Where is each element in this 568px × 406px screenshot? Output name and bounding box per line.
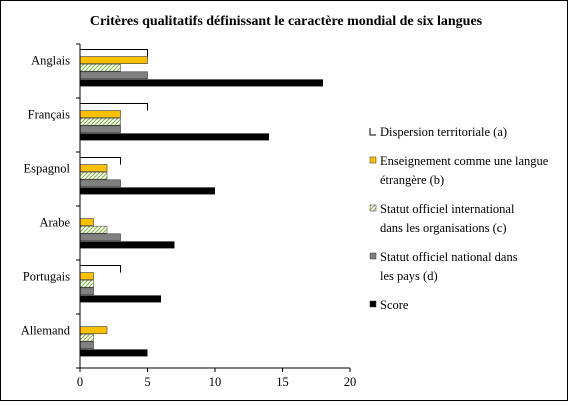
bar-0-1 <box>80 103 148 111</box>
bar-0-4 <box>80 265 121 273</box>
bar-1-1 <box>79 110 121 118</box>
bar-1-0 <box>79 56 148 64</box>
bar-3-0 <box>79 71 148 80</box>
bar-4-3 <box>80 241 175 249</box>
bar-4-0 <box>80 79 323 87</box>
bar-2-1 <box>79 117 121 126</box>
category-label-5: Allemand <box>21 323 71 337</box>
bar-2-5 <box>79 333 94 342</box>
bar-1-3 <box>79 218 94 226</box>
legend-label-2: Statut officiel international dans les or… <box>380 202 515 235</box>
legend-label-1: Enseignement comme une langue étrangère (… <box>380 154 549 187</box>
bar-3-5 <box>79 341 94 350</box>
bar-4-5 <box>80 349 148 357</box>
category-label-3: Arabe <box>39 215 70 229</box>
x-tick-label-1: 5 <box>144 375 150 389</box>
legend-marker-0 <box>369 128 376 136</box>
bar-4-4 <box>80 295 161 303</box>
bar-0-2 <box>80 157 121 165</box>
legend-label-0: Dispersion territoriale (a) <box>380 125 507 139</box>
bar-2-0 <box>79 63 121 72</box>
bar-3-4 <box>79 287 94 296</box>
bar-0-0 <box>80 49 148 57</box>
bar-4-2 <box>80 187 215 195</box>
bar-2-4 <box>79 279 94 288</box>
legend-marker-2 <box>369 204 377 212</box>
x-tick-label-0: 0 <box>77 375 83 389</box>
category-label-1: Français <box>28 107 70 121</box>
legend: Dispersion territoriale (a) Enseignement … <box>369 125 549 312</box>
legend-label-3: Statut officiel national dans les pays (d… <box>380 250 518 283</box>
bar-1-5 <box>79 326 108 334</box>
x-tick-label-3: 15 <box>276 375 289 389</box>
legend-marker-1 <box>369 156 377 164</box>
category-label-2: Espagnol <box>23 161 70 175</box>
plot-area: Anglais Français Espagnol Arabe Portugais All… <box>21 43 357 389</box>
bar-2-3 <box>79 225 108 234</box>
category-label-4: Portugais <box>23 269 70 283</box>
bar-3-3 <box>79 233 121 242</box>
bar-1-2 <box>79 164 108 172</box>
bar-3-2 <box>79 179 121 188</box>
x-tick-label-2: 10 <box>209 375 222 389</box>
category-label-0: Anglais <box>31 53 70 67</box>
chart-title: Critères qualitatifs définissant le cara… <box>90 14 483 29</box>
legend-label-4: Score <box>380 298 409 312</box>
legend-marker-3 <box>369 252 377 260</box>
bar-2-2 <box>79 171 108 180</box>
bar-1-4 <box>79 272 94 280</box>
x-tick-label-4: 20 <box>344 375 357 389</box>
legend-marker-4 <box>369 300 377 308</box>
bar-4-1 <box>80 133 269 141</box>
bar-3-1 <box>79 125 121 134</box>
